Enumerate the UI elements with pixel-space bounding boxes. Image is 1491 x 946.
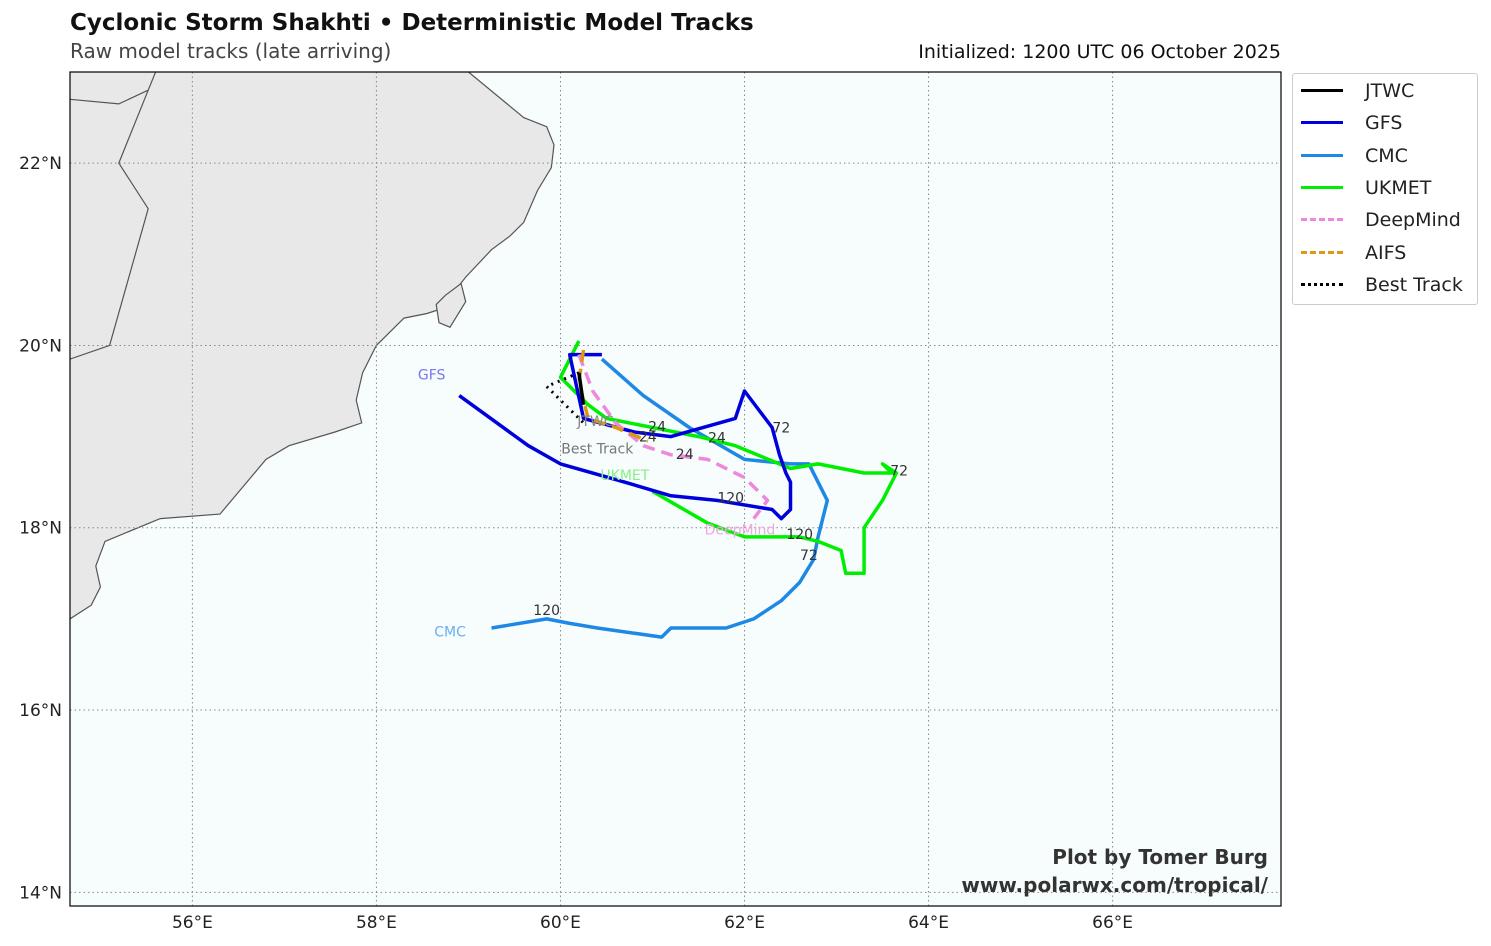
track-label: 120 — [786, 527, 813, 543]
track-label: 72 — [890, 463, 908, 479]
lat-tick-label: 22°N — [19, 154, 62, 174]
lat-tick-label: 16°N — [19, 701, 62, 721]
lon-tick-label: 62°E — [724, 913, 765, 933]
legend-label: JTWC — [1365, 80, 1415, 102]
track-gfs — [458, 352, 793, 521]
legend-item-gfs: GFS — [1293, 109, 1477, 139]
legend-item-cmc: CMC — [1293, 142, 1477, 172]
track-aifs — [577, 349, 649, 443]
lon-tick-label: 66°E — [1092, 913, 1133, 933]
legend-label: DeepMind — [1365, 209, 1461, 232]
land-masirah-island — [435, 282, 467, 328]
gridlines — [70, 72, 1281, 906]
country-border — [70, 89, 149, 360]
initialized-time: Initialized: 1200 UTC 06 October 2025 — [918, 41, 1281, 63]
track-cmc — [491, 357, 830, 639]
track-ukmet — [558, 340, 899, 576]
lon-tick-label: 56°E — [172, 913, 213, 933]
track-label: 24 — [676, 447, 694, 463]
lat-tick-label: 18°N — [19, 519, 62, 539]
land-yemen — [70, 72, 157, 105]
model-tracks — [458, 340, 899, 639]
land-oman — [70, 72, 555, 620]
track-label: GFS — [418, 368, 446, 384]
legend-swatch — [1301, 282, 1343, 286]
track-label: 24 — [648, 420, 666, 436]
track-jtwc — [577, 372, 586, 405]
track-label: CMC — [434, 625, 466, 641]
credit-url: www.polarwx.com/tropical/ — [961, 873, 1268, 897]
track-label: 120 — [533, 603, 560, 619]
axis-ticks: 56°E 58°E 60°E 62°E 64°E 66°E 14°N 16°N 18°N 20°N… — [19, 154, 1133, 933]
track-label: UKMET — [600, 468, 649, 484]
lon-tick-label: 60°E — [540, 913, 581, 933]
lon-tick-label: 64°E — [908, 913, 949, 933]
track-label: 72 — [772, 420, 790, 436]
credit-author: Plot by Tomer Burg — [1052, 845, 1268, 869]
legend-item-aifs: AIFS — [1293, 239, 1477, 269]
track-label: JTWC — [576, 414, 614, 430]
track-deepmind — [577, 353, 770, 520]
legend-swatch — [1301, 250, 1343, 254]
legend-swatch — [1301, 121, 1343, 125]
chart-subtitle: Raw model tracks (late arriving) — [70, 39, 392, 63]
track-label: 120 — [717, 491, 744, 507]
lon-tick-label: 58°E — [356, 913, 397, 933]
legend-swatch — [1301, 218, 1343, 222]
track-label: 24 — [708, 431, 726, 447]
track-label: 24 — [639, 430, 657, 446]
lat-tick-label: 14°N — [19, 883, 62, 903]
legend-label: CMC — [1365, 144, 1408, 167]
legend-item-jtwc: JTWC — [1293, 77, 1477, 107]
legend-item-deepmind: DeepMind — [1293, 206, 1477, 236]
legend-label: AIFS — [1365, 241, 1407, 264]
legend-label: UKMET — [1365, 176, 1432, 199]
track-label: Best Track — [561, 441, 634, 457]
legend: JTWC GFS CMC UKMET DeepMind AIFS Best Track — [1292, 73, 1478, 305]
legend-swatch — [1301, 153, 1343, 157]
legend-label: GFS — [1365, 112, 1403, 135]
track-label: DeepMind — [705, 523, 776, 539]
track-label: 72 — [800, 548, 818, 564]
plot-frame — [69, 71, 1282, 907]
legend-swatch — [1301, 89, 1343, 92]
legend-item-best-track: Best Track — [1293, 271, 1477, 301]
legend-item-ukmet: UKMET — [1293, 174, 1477, 204]
lat-tick-label: 20°N — [19, 336, 62, 356]
legend-label: Best Track — [1365, 273, 1463, 296]
chart-title: Cyclonic Storm Shakhti • Deterministic M… — [70, 10, 754, 36]
legend-swatch — [1301, 185, 1343, 189]
